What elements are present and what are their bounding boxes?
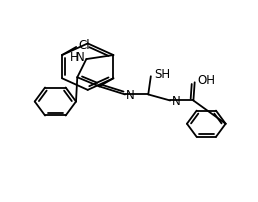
Text: SH: SH [154, 68, 170, 81]
Text: N: N [126, 89, 135, 102]
Text: OH: OH [197, 74, 215, 87]
Text: Cl: Cl [79, 39, 90, 53]
Text: N: N [172, 95, 180, 108]
Text: N: N [76, 50, 85, 64]
Text: H: H [70, 50, 79, 64]
